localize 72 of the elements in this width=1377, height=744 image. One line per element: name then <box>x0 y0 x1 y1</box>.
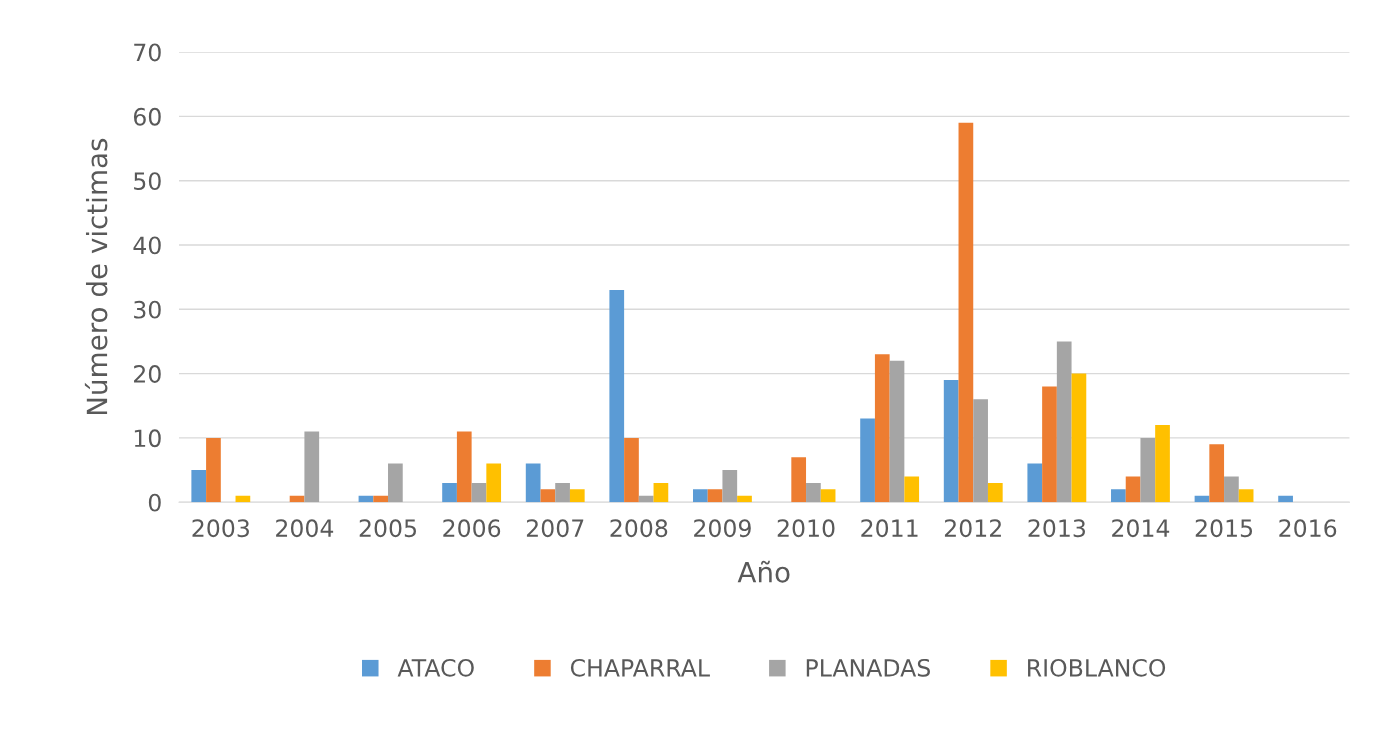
bar <box>373 495 389 503</box>
legend-label: PLANADAS <box>806 658 930 677</box>
y-tick-label: 70 <box>134 43 161 62</box>
x-tick-label: 2013 <box>1028 519 1085 538</box>
x-tick-label: 2012 <box>944 519 1001 538</box>
y-tick-label: 30 <box>134 300 161 319</box>
x-tick-label: 2007 <box>526 519 584 538</box>
x-axis-title: Año <box>737 560 790 583</box>
x-tick-label: 2006 <box>443 519 501 538</box>
bar <box>1238 489 1254 503</box>
legend-label: RIOBLANCO <box>1028 658 1166 677</box>
bar <box>1278 495 1293 503</box>
bar <box>1140 437 1156 503</box>
bar <box>569 489 585 503</box>
bar <box>442 482 457 503</box>
bar <box>525 463 541 503</box>
x-tick-label: 2015 <box>1195 519 1253 538</box>
bar <box>1155 425 1170 503</box>
x-tick-label: 2003 <box>192 519 249 538</box>
legend-label: ATACO <box>397 658 474 677</box>
bar <box>860 418 875 503</box>
bar <box>653 482 669 503</box>
bar <box>722 470 738 503</box>
bar <box>987 482 1003 503</box>
bar <box>456 431 472 503</box>
x-tick-label: 2005 <box>359 519 416 538</box>
bar <box>206 437 221 503</box>
y-tick-label: 50 <box>134 172 161 190</box>
bar <box>191 470 207 503</box>
bar <box>1125 476 1141 503</box>
bar <box>555 482 570 503</box>
x-tick-label: 2014 <box>1112 519 1170 538</box>
y-tick-label: 10 <box>134 429 161 448</box>
bar <box>388 463 403 503</box>
bar <box>943 380 959 503</box>
x-tick-label: 2009 <box>694 519 751 538</box>
bar <box>958 122 974 503</box>
bar <box>973 399 988 503</box>
legend-label: CHAPARRAL <box>570 658 710 677</box>
bar <box>806 482 821 503</box>
bar <box>624 437 639 503</box>
bar <box>904 476 920 503</box>
y-axis-title: Número de victimas <box>84 138 108 415</box>
y-tick-label: 60 <box>133 107 161 126</box>
bar <box>304 431 320 503</box>
y-tick-label: 0 <box>148 493 161 512</box>
bar <box>609 290 625 503</box>
bar <box>1027 463 1043 503</box>
y-tick-label: 40 <box>133 236 161 255</box>
x-tick-label: 2011 <box>861 519 918 538</box>
bar <box>707 489 723 503</box>
y-tick-label: 20 <box>134 365 161 383</box>
bar <box>737 495 752 503</box>
bar <box>1224 476 1239 503</box>
bar <box>471 482 487 503</box>
x-tick-label: 2010 <box>777 519 835 538</box>
x-tick-label: 2004 <box>276 519 334 538</box>
bar <box>638 495 654 503</box>
x-tick-label: 2008 <box>610 519 668 538</box>
bar <box>1111 489 1126 503</box>
bar <box>1071 373 1087 503</box>
bar <box>486 463 502 503</box>
bar <box>874 354 890 503</box>
bar <box>889 360 905 503</box>
bar <box>1042 386 1057 503</box>
bar <box>1056 341 1072 503</box>
bar <box>820 489 836 503</box>
x-tick-label: 2016 <box>1279 519 1337 538</box>
bar <box>1209 444 1225 503</box>
bar <box>693 489 708 503</box>
bar <box>791 457 807 503</box>
bar <box>540 489 556 503</box>
